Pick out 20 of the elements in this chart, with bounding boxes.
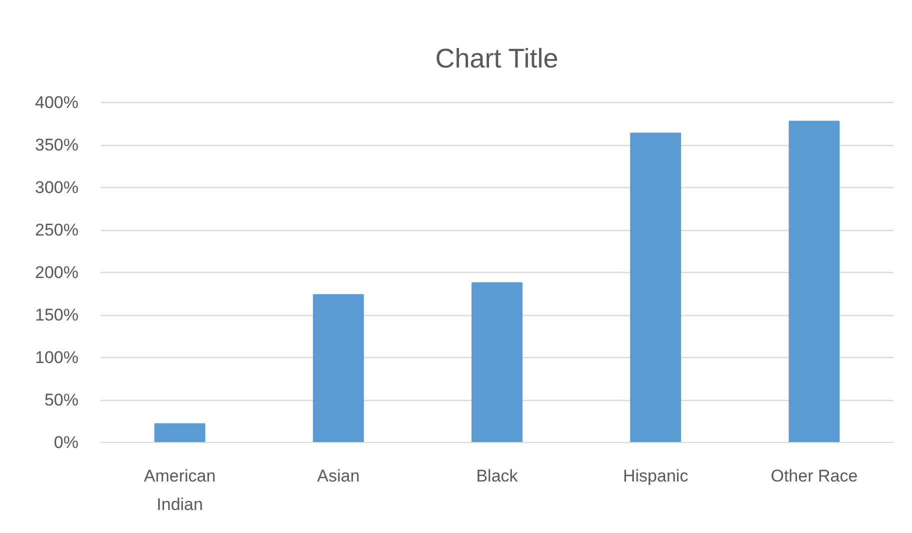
- x-tick-label: Hispanic: [623, 466, 689, 486]
- x-tick-label: Other Race: [770, 466, 858, 486]
- chart-title: Chart Title: [435, 44, 558, 74]
- bar: [154, 423, 206, 442]
- y-tick-label: 0%: [54, 433, 79, 452]
- y-tick-label: 200%: [35, 263, 79, 282]
- bar: [630, 132, 682, 442]
- y-tick-label: 50%: [44, 390, 79, 410]
- bar: [472, 282, 522, 442]
- bar: [788, 120, 840, 442]
- y-tick-label: 100%: [35, 348, 79, 367]
- y-tick-label: 350%: [35, 136, 79, 154]
- x-tick-label: Black: [476, 466, 518, 486]
- bar: [312, 294, 364, 442]
- y-tick-label: 150%: [35, 306, 79, 324]
- y-tick-label: 300%: [35, 178, 79, 197]
- y-tick-label: 400%: [35, 93, 79, 112]
- x-tick-label: Asian: [317, 466, 360, 486]
- x-tick-label: American Indian: [144, 466, 216, 514]
- y-tick-label: 250%: [35, 220, 79, 240]
